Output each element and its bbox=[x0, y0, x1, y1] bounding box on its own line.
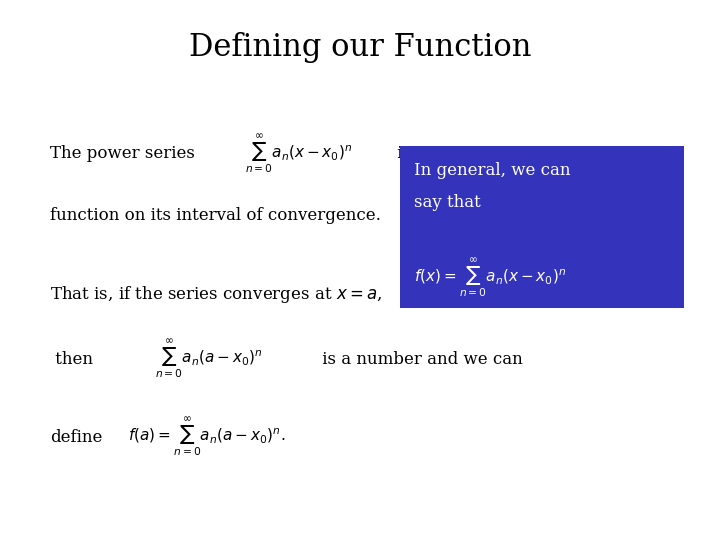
Text: is a number and we can: is a number and we can bbox=[317, 350, 523, 368]
FancyBboxPatch shape bbox=[400, 146, 684, 308]
Text: say that: say that bbox=[414, 194, 481, 211]
Text: The power series: The power series bbox=[50, 145, 195, 163]
Text: $\sum_{n=0}^{\infty} a_n(a-x_0)^n$: $\sum_{n=0}^{\infty} a_n(a-x_0)^n$ bbox=[155, 337, 262, 381]
Text: That is, if the series converges at $x = a$,: That is, if the series converges at $x =… bbox=[50, 284, 382, 305]
Text: $f(a) = \sum_{n=0}^{\infty} a_n(a-x_0)^n.$: $f(a) = \sum_{n=0}^{\infty} a_n(a-x_0)^n… bbox=[128, 415, 286, 460]
Text: Defining our Function: Defining our Function bbox=[189, 32, 531, 63]
Text: function on its interval of convergence.: function on its interval of convergence. bbox=[50, 207, 382, 225]
Text: $f(x) = \sum_{n=0}^{\infty} a_n(x-x_0)^n$: $f(x) = \sum_{n=0}^{\infty} a_n(x-x_0)^n… bbox=[414, 256, 567, 300]
Text: In general, we can: In general, we can bbox=[414, 162, 570, 179]
Text: $\sum_{n=0}^{\infty} a_n(x-x_0)^n$: $\sum_{n=0}^{\infty} a_n(x-x_0)^n$ bbox=[245, 132, 352, 176]
Text: then: then bbox=[50, 350, 94, 368]
Text: define: define bbox=[50, 429, 103, 446]
Text: is a: is a bbox=[392, 145, 426, 163]
